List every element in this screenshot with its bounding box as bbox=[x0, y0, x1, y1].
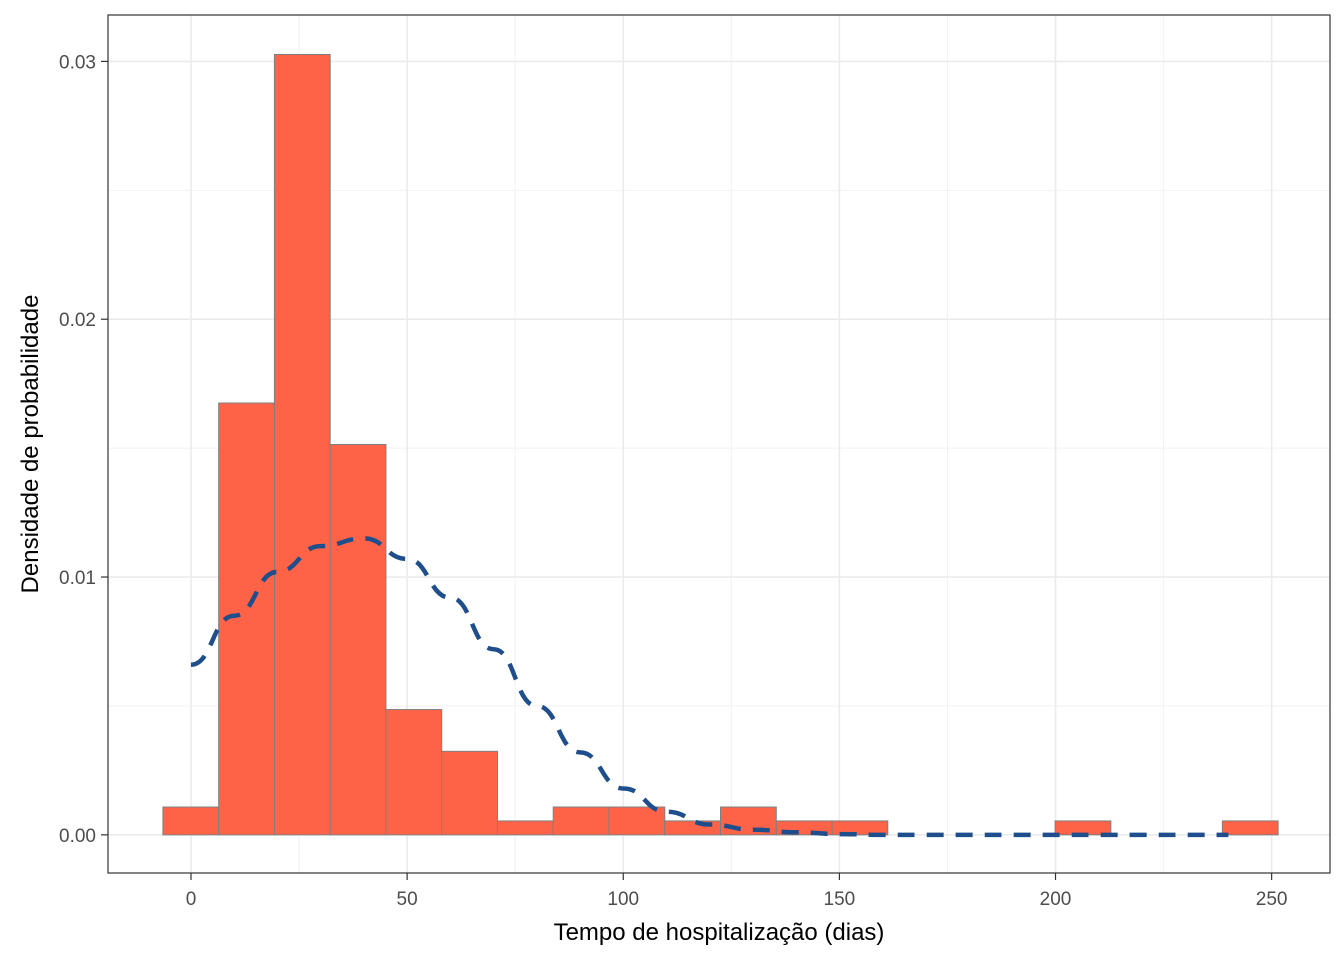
density-curve bbox=[190, 536, 1229, 838]
histogram-bar bbox=[1221, 820, 1279, 836]
histogram-bar bbox=[385, 709, 443, 836]
x-tick-label: 100 bbox=[607, 889, 639, 910]
histogram-bar bbox=[441, 750, 498, 836]
y-axis-title: Densidade de probabilidade bbox=[17, 295, 44, 594]
y-tick-label: 0.02 bbox=[59, 310, 96, 331]
panel-border bbox=[107, 14, 1331, 874]
histogram-bar bbox=[329, 444, 387, 836]
y-axis-ticks: 0.00 0.01 0.02 0.03 bbox=[59, 52, 108, 847]
histogram-bar bbox=[273, 53, 331, 836]
x-tick-label: 200 bbox=[1040, 889, 1072, 910]
histogram-bar bbox=[831, 820, 889, 836]
x-tick-label: 150 bbox=[824, 889, 856, 910]
density-curve-group bbox=[190, 536, 1229, 838]
x-tick-label: 250 bbox=[1256, 889, 1288, 910]
y-tick-label: 0.01 bbox=[59, 568, 96, 589]
y-tick-label: 0.00 bbox=[59, 826, 96, 847]
x-axis-ticks: 0 50 100 150 200 250 bbox=[186, 873, 1288, 910]
major-gridlines bbox=[108, 15, 1330, 873]
y-tick-label: 0.03 bbox=[59, 52, 96, 73]
histogram-bar bbox=[496, 820, 554, 836]
x-axis-title: Tempo de hospitalização (dias) bbox=[554, 919, 885, 946]
histogram-bar bbox=[552, 806, 610, 836]
x-tick-label: 50 bbox=[397, 889, 418, 910]
histogram-bar bbox=[218, 402, 275, 836]
histogram-bar bbox=[608, 806, 666, 836]
histogram-bars bbox=[162, 53, 1279, 836]
x-tick-label: 0 bbox=[186, 889, 197, 910]
histogram-bar bbox=[162, 806, 220, 836]
